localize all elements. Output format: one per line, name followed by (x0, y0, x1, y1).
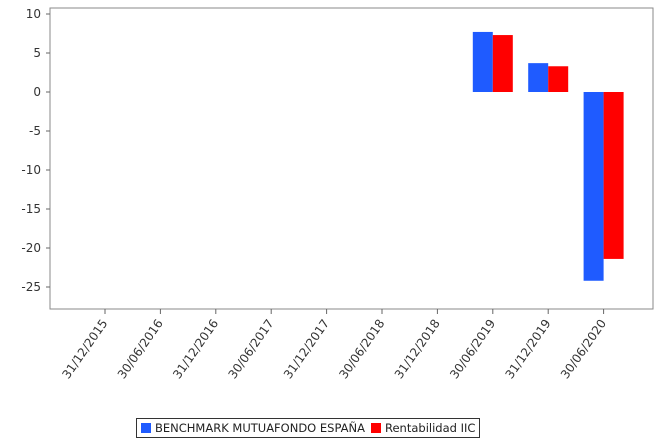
bar-benchmark-7 (472, 31, 493, 92)
legend: BENCHMARK MUTUAFONDO ESPAÑA Rentabilidad… (136, 418, 481, 438)
x-tick-label: 31/12/2019 (503, 317, 554, 382)
y-tick-label: 10 (26, 7, 41, 21)
plot-area (49, 7, 654, 310)
bar-rentabilidad-9 (603, 92, 624, 259)
x-axis: 31/12/2015 30/06/2016 31/12/2016 30/06/2017… (59, 309, 609, 381)
x-tick-label: 30/06/2018 (336, 317, 387, 382)
x-tick-label: 30/06/2020 (558, 317, 609, 382)
y-tick-label: 5 (33, 46, 41, 60)
y-tick-label: -15 (21, 202, 41, 216)
x-tick-label: 31/12/2016 (170, 317, 221, 382)
legend-item-benchmark: BENCHMARK MUTUAFONDO ESPAÑA (141, 421, 365, 435)
bar-rentabilidad-7 (492, 35, 513, 92)
x-tick-label: 31/12/2018 (392, 317, 443, 382)
legend-label-rentabilidad: Rentabilidad IIC (385, 421, 476, 435)
bar-benchmark-8 (528, 63, 549, 92)
bar-benchmark-9 (583, 92, 604, 281)
x-tick-label: 30/06/2019 (447, 317, 498, 382)
legend-item-rentabilidad: Rentabilidad IIC (371, 421, 475, 435)
x-tick-label: 30/06/2016 (115, 317, 166, 382)
legend-swatch-benchmark (141, 423, 151, 433)
y-tick-label: -20 (21, 241, 41, 255)
bars (472, 31, 624, 281)
bar-rentabilidad-8 (548, 66, 569, 92)
y-tick-label: 0 (33, 85, 41, 99)
y-tick-label: -25 (21, 280, 41, 294)
x-tick-label: 30/06/2017 (226, 317, 277, 382)
legend-swatch-rentabilidad (371, 423, 381, 433)
y-axis: 10 5 0 -5 -10 -15 -20 -25 (21, 7, 50, 294)
y-tick-label: -5 (29, 124, 41, 138)
y-tick-label: -10 (21, 163, 41, 177)
x-tick-label: 31/12/2017 (281, 317, 332, 382)
x-tick-label: 31/12/2015 (59, 317, 110, 382)
legend-label-benchmark: BENCHMARK MUTUAFONDO ESPAÑA (155, 421, 365, 435)
